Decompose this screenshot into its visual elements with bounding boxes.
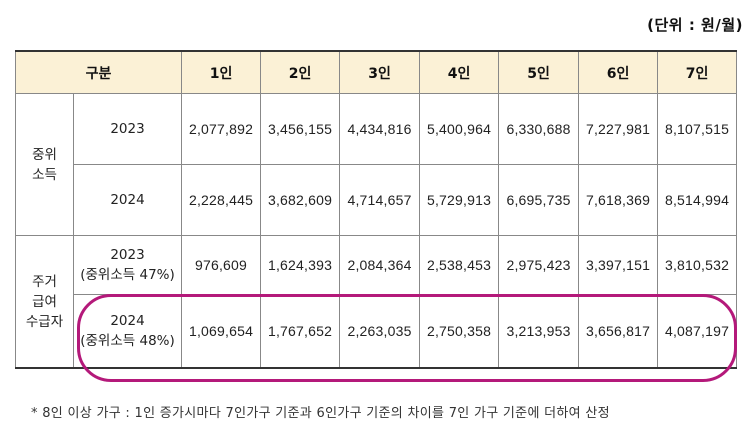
value-cell: 6,330,688 xyxy=(498,93,580,165)
value-cell: 3,682,609 xyxy=(260,164,341,236)
year-cell: 2023 xyxy=(72,93,183,165)
value-cell: 3,656,817 xyxy=(578,294,659,369)
value-cell: 4,087,197 xyxy=(657,294,738,369)
group-label-line: 수급자 xyxy=(25,313,64,330)
group-label-line: 주거 xyxy=(32,273,57,290)
value-cell: 3,397,151 xyxy=(578,235,659,295)
group-label-housing-benefit: 주거 급여 수급자 xyxy=(15,235,74,369)
value-cell: 2,538,453 xyxy=(419,235,500,295)
year-note: (중위소득 47%) xyxy=(80,267,175,283)
value-cell: 7,227,981 xyxy=(578,93,659,165)
value-cell: 5,729,913 xyxy=(419,164,500,236)
value-cell: 1,069,654 xyxy=(181,294,262,369)
group-label-line: 소득 xyxy=(32,166,57,183)
value-cell: 4,714,657 xyxy=(339,164,421,236)
table-row: 2024 (중위소득 48%) 1,069,654 1,767,652 2,26… xyxy=(16,294,738,369)
value-cell: 2,975,423 xyxy=(498,235,580,295)
value-cell: 2,228,445 xyxy=(181,164,262,236)
value-cell: 7,618,369 xyxy=(578,164,659,236)
footnote: * 8인 이상 가구 : 1인 증가시마다 7인가구 기준과 6인가구 기준의 … xyxy=(31,406,610,421)
value-cell: 1,767,652 xyxy=(260,294,341,369)
value-cell: 1,624,393 xyxy=(260,235,341,295)
table-row: 2024 2,228,445 3,682,609 4,714,657 5,729… xyxy=(16,164,738,236)
value-cell: 5,400,964 xyxy=(419,93,500,165)
group-label-line: 중위 xyxy=(32,146,57,163)
table-row: 중위 소득 2023 2,077,892 3,456,155 4,434,816… xyxy=(15,93,738,236)
unit-label: (단위 : 원/월) xyxy=(647,16,743,34)
value-cell: 8,514,994 xyxy=(657,164,738,236)
year-cell: 2024 xyxy=(72,164,183,236)
header-5person: 5인 xyxy=(498,50,580,94)
header-category: 구분 xyxy=(14,50,183,94)
value-cell: 2,750,358 xyxy=(419,294,500,369)
header-2person: 2인 xyxy=(260,50,341,94)
value-cell: 3,810,532 xyxy=(657,235,738,295)
value-cell: 8,107,515 xyxy=(657,93,738,165)
year-note: (중위소득 48%) xyxy=(80,333,175,349)
value-cell: 4,434,816 xyxy=(339,93,421,165)
value-cell: 6,695,735 xyxy=(498,164,580,236)
header-4person: 4인 xyxy=(419,50,500,94)
income-table: 구분 1인 2인 3인 4인 5인 6인 7인 중위 소득 2023 2,077… xyxy=(14,50,738,369)
value-cell: 3,213,953 xyxy=(498,294,580,369)
header-3person: 3인 xyxy=(339,50,421,94)
group-label-line: 급여 xyxy=(32,293,57,310)
value-cell: 2,084,364 xyxy=(339,235,421,295)
group-label-median-income: 중위 소득 xyxy=(15,93,74,236)
table-row: 주거 급여 수급자 2023 (중위소득 47%) 976,609 1,624,… xyxy=(15,235,738,369)
header-1person: 1인 xyxy=(181,50,262,94)
value-cell: 3,456,155 xyxy=(260,93,341,165)
header-6person: 6인 xyxy=(578,50,659,94)
value-cell: 2,077,892 xyxy=(181,93,262,165)
value-cell: 976,609 xyxy=(181,235,262,295)
header-7person: 7인 xyxy=(657,50,738,94)
year-label: 2024 xyxy=(110,313,145,329)
year-cell: 2023 (중위소득 47%) xyxy=(72,235,183,295)
table-header-row: 구분 1인 2인 3인 4인 5인 6인 7인 xyxy=(14,50,738,94)
year-label: 2023 xyxy=(110,247,145,263)
year-cell: 2024 (중위소득 48%) xyxy=(72,294,183,369)
value-cell: 2,263,035 xyxy=(339,294,421,369)
